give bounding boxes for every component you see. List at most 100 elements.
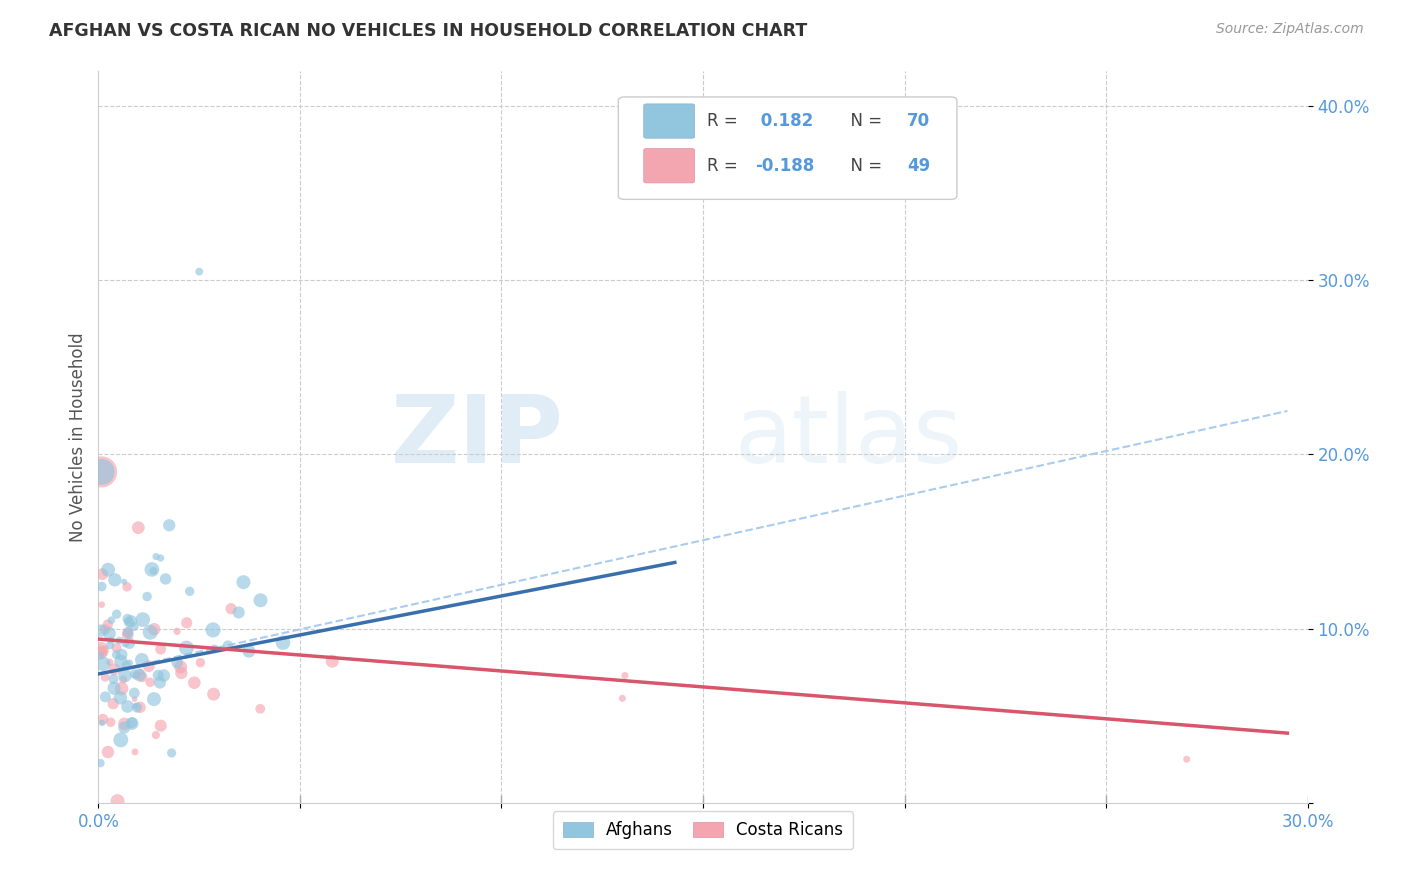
Point bbox=[612, 691, 634, 706]
Text: AFGHAN VS COSTA RICAN NO VEHICLES IN HOUSEHOLD CORRELATION CHART: AFGHAN VS COSTA RICAN NO VEHICLES IN HOU… bbox=[49, 22, 807, 40]
Text: R =: R = bbox=[707, 157, 742, 175]
Text: R =: R = bbox=[707, 112, 742, 130]
Point bbox=[115, 580, 138, 594]
Point bbox=[204, 641, 226, 656]
Point bbox=[125, 700, 148, 714]
Point bbox=[115, 657, 138, 672]
Text: 49: 49 bbox=[907, 157, 931, 175]
Point bbox=[98, 655, 121, 669]
Point bbox=[89, 648, 111, 663]
Point bbox=[149, 719, 172, 733]
Point bbox=[132, 613, 155, 627]
Point bbox=[139, 675, 162, 690]
Point bbox=[98, 638, 121, 652]
Point bbox=[202, 687, 225, 701]
Point bbox=[94, 623, 117, 637]
Text: 0.182: 0.182 bbox=[755, 112, 813, 130]
Point bbox=[169, 660, 191, 674]
Point bbox=[89, 756, 111, 771]
Point bbox=[149, 675, 172, 690]
Point bbox=[1175, 752, 1198, 766]
Point bbox=[152, 668, 174, 682]
Point bbox=[97, 563, 120, 577]
Point bbox=[157, 518, 180, 533]
Text: N =: N = bbox=[839, 112, 887, 130]
Point bbox=[103, 672, 125, 686]
Point bbox=[121, 716, 143, 731]
Point bbox=[90, 465, 112, 479]
Point bbox=[105, 648, 128, 662]
Point bbox=[117, 625, 139, 640]
Point bbox=[104, 573, 127, 587]
Point bbox=[90, 598, 112, 612]
Point bbox=[91, 712, 114, 726]
Point bbox=[155, 572, 177, 586]
Point bbox=[105, 640, 128, 655]
Point bbox=[117, 628, 139, 642]
Point bbox=[101, 697, 124, 711]
Point bbox=[112, 673, 135, 687]
Point bbox=[176, 615, 198, 630]
Legend: Afghans, Costa Ricans: Afghans, Costa Ricans bbox=[553, 812, 853, 849]
Point bbox=[139, 625, 162, 640]
Point bbox=[143, 692, 166, 706]
Point bbox=[114, 636, 136, 650]
Point bbox=[97, 745, 120, 759]
Point bbox=[148, 668, 170, 682]
Point bbox=[110, 681, 132, 696]
Point bbox=[149, 551, 172, 566]
Point bbox=[105, 607, 128, 622]
Point bbox=[217, 639, 239, 653]
Point bbox=[125, 668, 148, 682]
Text: ZIP: ZIP bbox=[391, 391, 564, 483]
Point bbox=[141, 562, 163, 576]
Point bbox=[131, 653, 153, 667]
Point bbox=[97, 617, 120, 632]
Point bbox=[166, 656, 188, 670]
Point bbox=[114, 668, 136, 682]
Point bbox=[110, 648, 132, 662]
Point bbox=[232, 575, 254, 590]
Text: -0.188: -0.188 bbox=[755, 157, 814, 175]
Point bbox=[107, 794, 129, 808]
Text: Source: ZipAtlas.com: Source: ZipAtlas.com bbox=[1216, 22, 1364, 37]
Point bbox=[118, 656, 141, 670]
Point bbox=[128, 668, 150, 682]
Point bbox=[100, 715, 122, 730]
Point bbox=[100, 633, 122, 648]
FancyBboxPatch shape bbox=[619, 97, 957, 200]
FancyBboxPatch shape bbox=[644, 149, 695, 183]
Point bbox=[131, 670, 153, 684]
Y-axis label: No Vehicles in Household: No Vehicles in Household bbox=[69, 332, 87, 542]
Point bbox=[112, 716, 135, 731]
Point bbox=[112, 574, 135, 589]
Point bbox=[110, 654, 132, 668]
Point bbox=[117, 625, 139, 640]
Point bbox=[98, 626, 121, 640]
Point bbox=[613, 668, 636, 682]
Point bbox=[188, 265, 211, 279]
Point bbox=[321, 654, 343, 668]
Point bbox=[183, 675, 205, 690]
Point bbox=[238, 644, 260, 658]
Point bbox=[117, 699, 139, 714]
Point bbox=[122, 619, 145, 633]
Point bbox=[118, 636, 141, 650]
Point bbox=[110, 732, 132, 747]
Point bbox=[122, 667, 145, 681]
Point bbox=[166, 624, 188, 639]
Text: atlas: atlas bbox=[734, 391, 962, 483]
Point bbox=[124, 692, 146, 706]
Text: N =: N = bbox=[839, 157, 887, 175]
Point bbox=[129, 700, 152, 714]
Point bbox=[129, 665, 152, 679]
Point bbox=[124, 686, 146, 700]
Point bbox=[91, 715, 114, 730]
Point bbox=[228, 606, 250, 620]
Point bbox=[94, 670, 117, 684]
Point bbox=[91, 567, 114, 582]
Point bbox=[179, 584, 201, 599]
Text: 70: 70 bbox=[907, 112, 931, 130]
Point bbox=[271, 635, 294, 649]
Point bbox=[91, 644, 114, 658]
